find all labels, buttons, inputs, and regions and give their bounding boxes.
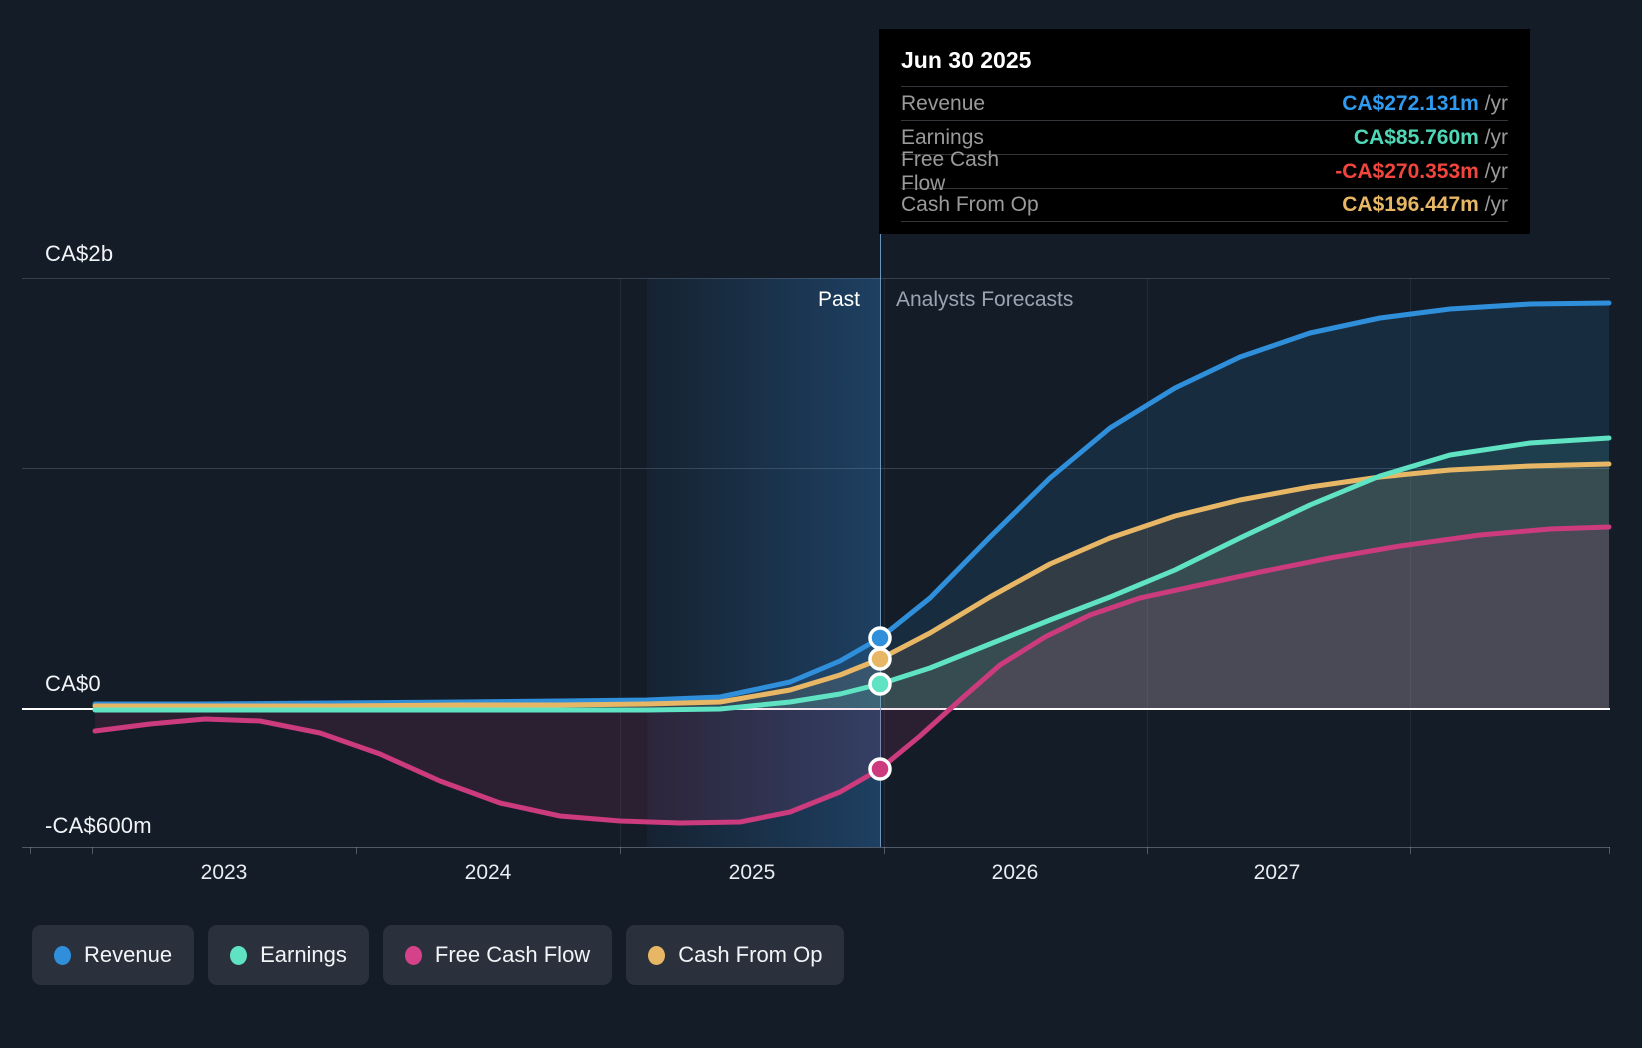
grid-separator bbox=[620, 278, 621, 847]
series-fills bbox=[95, 303, 1609, 823]
tooltip-metric-unit: /yr bbox=[1478, 159, 1508, 183]
tooltip-value-wrap: CA$85.760m /yr bbox=[1354, 126, 1508, 150]
legend-item-cash-from-op[interactable]: Cash From Op bbox=[626, 925, 845, 985]
tooltip-metric-label: Revenue bbox=[901, 91, 986, 115]
tooltip-metric-value: CA$85.760m bbox=[1353, 125, 1479, 149]
x-axis-tick bbox=[1147, 847, 1148, 854]
data-point-marker-revenue[interactable] bbox=[868, 626, 892, 650]
legend-color-swatch-icon bbox=[648, 945, 666, 965]
series-line-revenue bbox=[92, 300, 1612, 707]
y-axis-label: CA$0 bbox=[45, 671, 101, 696]
series-line-cash-from-op bbox=[92, 461, 1612, 709]
x-axis-label: 2023 bbox=[200, 861, 248, 884]
x-axis-label: 2027 bbox=[1253, 861, 1301, 884]
y-axis-label: CA$2b bbox=[45, 241, 114, 266]
x-axis-tick bbox=[620, 847, 621, 854]
legend-color-swatch-icon bbox=[54, 945, 71, 965]
legend-item-earnings[interactable]: Earnings bbox=[208, 925, 369, 985]
data-point-marker-free-cash-flow[interactable] bbox=[868, 757, 892, 781]
legend-item-revenue[interactable]: Revenue bbox=[32, 925, 195, 985]
tooltip-metric-value: CA$272.131m bbox=[1342, 91, 1479, 115]
tooltip-row: Cash From Op CA$196.447m /yr bbox=[901, 188, 1508, 222]
series-line-free-cash-flow bbox=[92, 524, 1612, 826]
tooltip-rows: Revenue CA$272.131m /yr Earnings CA$85.760m… bbox=[901, 86, 1508, 222]
series-fill-revenue bbox=[95, 303, 1609, 708]
legend-item-free-cash-flow[interactable]: Free Cash Flow bbox=[382, 925, 613, 985]
tooltip-row: Earnings CA$85.760m /yr bbox=[901, 120, 1508, 154]
data-point-marker-cash-from-op[interactable] bbox=[868, 647, 892, 671]
grid-separator bbox=[1410, 278, 1411, 847]
series-layer bbox=[92, 300, 1612, 826]
legend-item-label: Free Cash Flow bbox=[434, 942, 591, 967]
chart-legend[interactable]: Revenue Earnings Free Cash Flow Cash From O… bbox=[32, 925, 845, 985]
plot-area: Past Analysts Forecasts CA$2b CA$0 -CA$600… bbox=[22, 232, 1612, 884]
tooltip-metric-unit: /yr bbox=[1478, 193, 1508, 216]
grid-separator bbox=[884, 278, 885, 847]
y-gridline bbox=[22, 278, 1610, 279]
x-axis-label: 2026 bbox=[991, 861, 1039, 884]
series-lines bbox=[92, 300, 1612, 826]
tooltip-row: Free Cash Flow -CA$270.353m /yr bbox=[901, 148, 1508, 195]
x-axis-tick bbox=[1609, 847, 1610, 854]
past-region-label: Past bbox=[817, 288, 860, 311]
legend-item-label: Earnings bbox=[260, 942, 347, 967]
tooltip-value-wrap: CA$272.131m /yr bbox=[1342, 92, 1508, 116]
legend-item-label: Revenue bbox=[84, 942, 173, 967]
data-tooltip: Jun 30 2025 Revenue CA$272.131m /yr Earnin… bbox=[879, 29, 1530, 234]
x-axis-tick bbox=[30, 847, 31, 854]
x-axis-label: 2025 bbox=[728, 861, 776, 884]
forecast-divider bbox=[880, 232, 881, 847]
tooltip-row: Revenue CA$272.131m /yr bbox=[901, 86, 1508, 120]
tooltip-metric-label: Earnings bbox=[901, 125, 984, 149]
x-axis-tick bbox=[1410, 847, 1411, 854]
x-axis-line bbox=[22, 847, 1610, 848]
tooltip-value-wrap: -CA$270.353m /yr bbox=[1335, 160, 1508, 184]
series-fill-free-cash-flow bbox=[95, 527, 1609, 823]
tooltip-metric-value: -CA$270.353m bbox=[1335, 159, 1479, 183]
x-axis-tick bbox=[884, 847, 885, 854]
tooltip-metric-value: CA$196.447m bbox=[1342, 193, 1479, 216]
legend-color-swatch-icon bbox=[404, 945, 422, 965]
x-axis-label: 2024 bbox=[464, 861, 512, 884]
series-markers bbox=[868, 626, 892, 781]
series-fill-cash-from-op bbox=[95, 464, 1609, 708]
y-gridline bbox=[22, 468, 1610, 469]
legend-color-swatch-icon bbox=[230, 945, 248, 965]
tooltip-metric-label: Free Cash Flow bbox=[901, 147, 1000, 195]
zero-baseline bbox=[22, 708, 1610, 710]
grid-separator bbox=[1147, 278, 1148, 847]
tooltip-metric-label: Cash From Op bbox=[901, 193, 1039, 216]
x-axis-tick bbox=[92, 847, 93, 854]
x-axis-tick bbox=[356, 847, 357, 854]
tooltip-date: Jun 30 2025 bbox=[901, 47, 1032, 73]
legend-item-label: Cash From Op bbox=[678, 942, 823, 967]
forecast-region-label: Analysts Forecasts bbox=[896, 288, 1074, 311]
data-point-marker-earnings[interactable] bbox=[868, 672, 892, 696]
series-fill-earnings bbox=[95, 438, 1609, 710]
tooltip-metric-unit: /yr bbox=[1478, 125, 1508, 149]
y-axis-label: -CA$600m bbox=[45, 813, 152, 838]
tooltip-value-wrap: CA$196.447m /yr bbox=[1342, 193, 1508, 217]
series-line-earnings bbox=[92, 435, 1612, 713]
tooltip-metric-unit: /yr bbox=[1478, 91, 1508, 115]
